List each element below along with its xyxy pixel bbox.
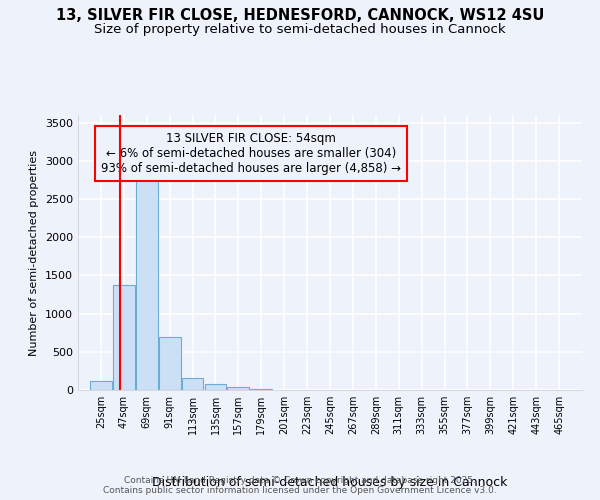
Bar: [136, 176, 158, 390]
Bar: [159, 336, 181, 390]
Text: Size of property relative to semi-detached houses in Cannock: Size of property relative to semi-detach…: [94, 22, 506, 36]
Text: Contains HM Land Registry data © Crown copyright and database right 2025.
Contai: Contains HM Land Registry data © Crown c…: [103, 476, 497, 495]
Text: 13 SILVER FIR CLOSE: 54sqm
← 6% of semi-detached houses are smaller (304)
93% of: 13 SILVER FIR CLOSE: 54sqm ← 6% of semi-…: [101, 132, 401, 175]
Bar: [227, 388, 249, 390]
Bar: [182, 378, 203, 390]
Text: 13, SILVER FIR CLOSE, HEDNESFORD, CANNOCK, WS12 4SU: 13, SILVER FIR CLOSE, HEDNESFORD, CANNOC…: [56, 8, 544, 22]
Bar: [90, 381, 112, 390]
Y-axis label: Number of semi-detached properties: Number of semi-detached properties: [29, 150, 40, 356]
Bar: [205, 384, 226, 390]
Bar: [113, 284, 135, 390]
X-axis label: Distribution of semi-detached houses by size in Cannock: Distribution of semi-detached houses by …: [152, 476, 508, 489]
